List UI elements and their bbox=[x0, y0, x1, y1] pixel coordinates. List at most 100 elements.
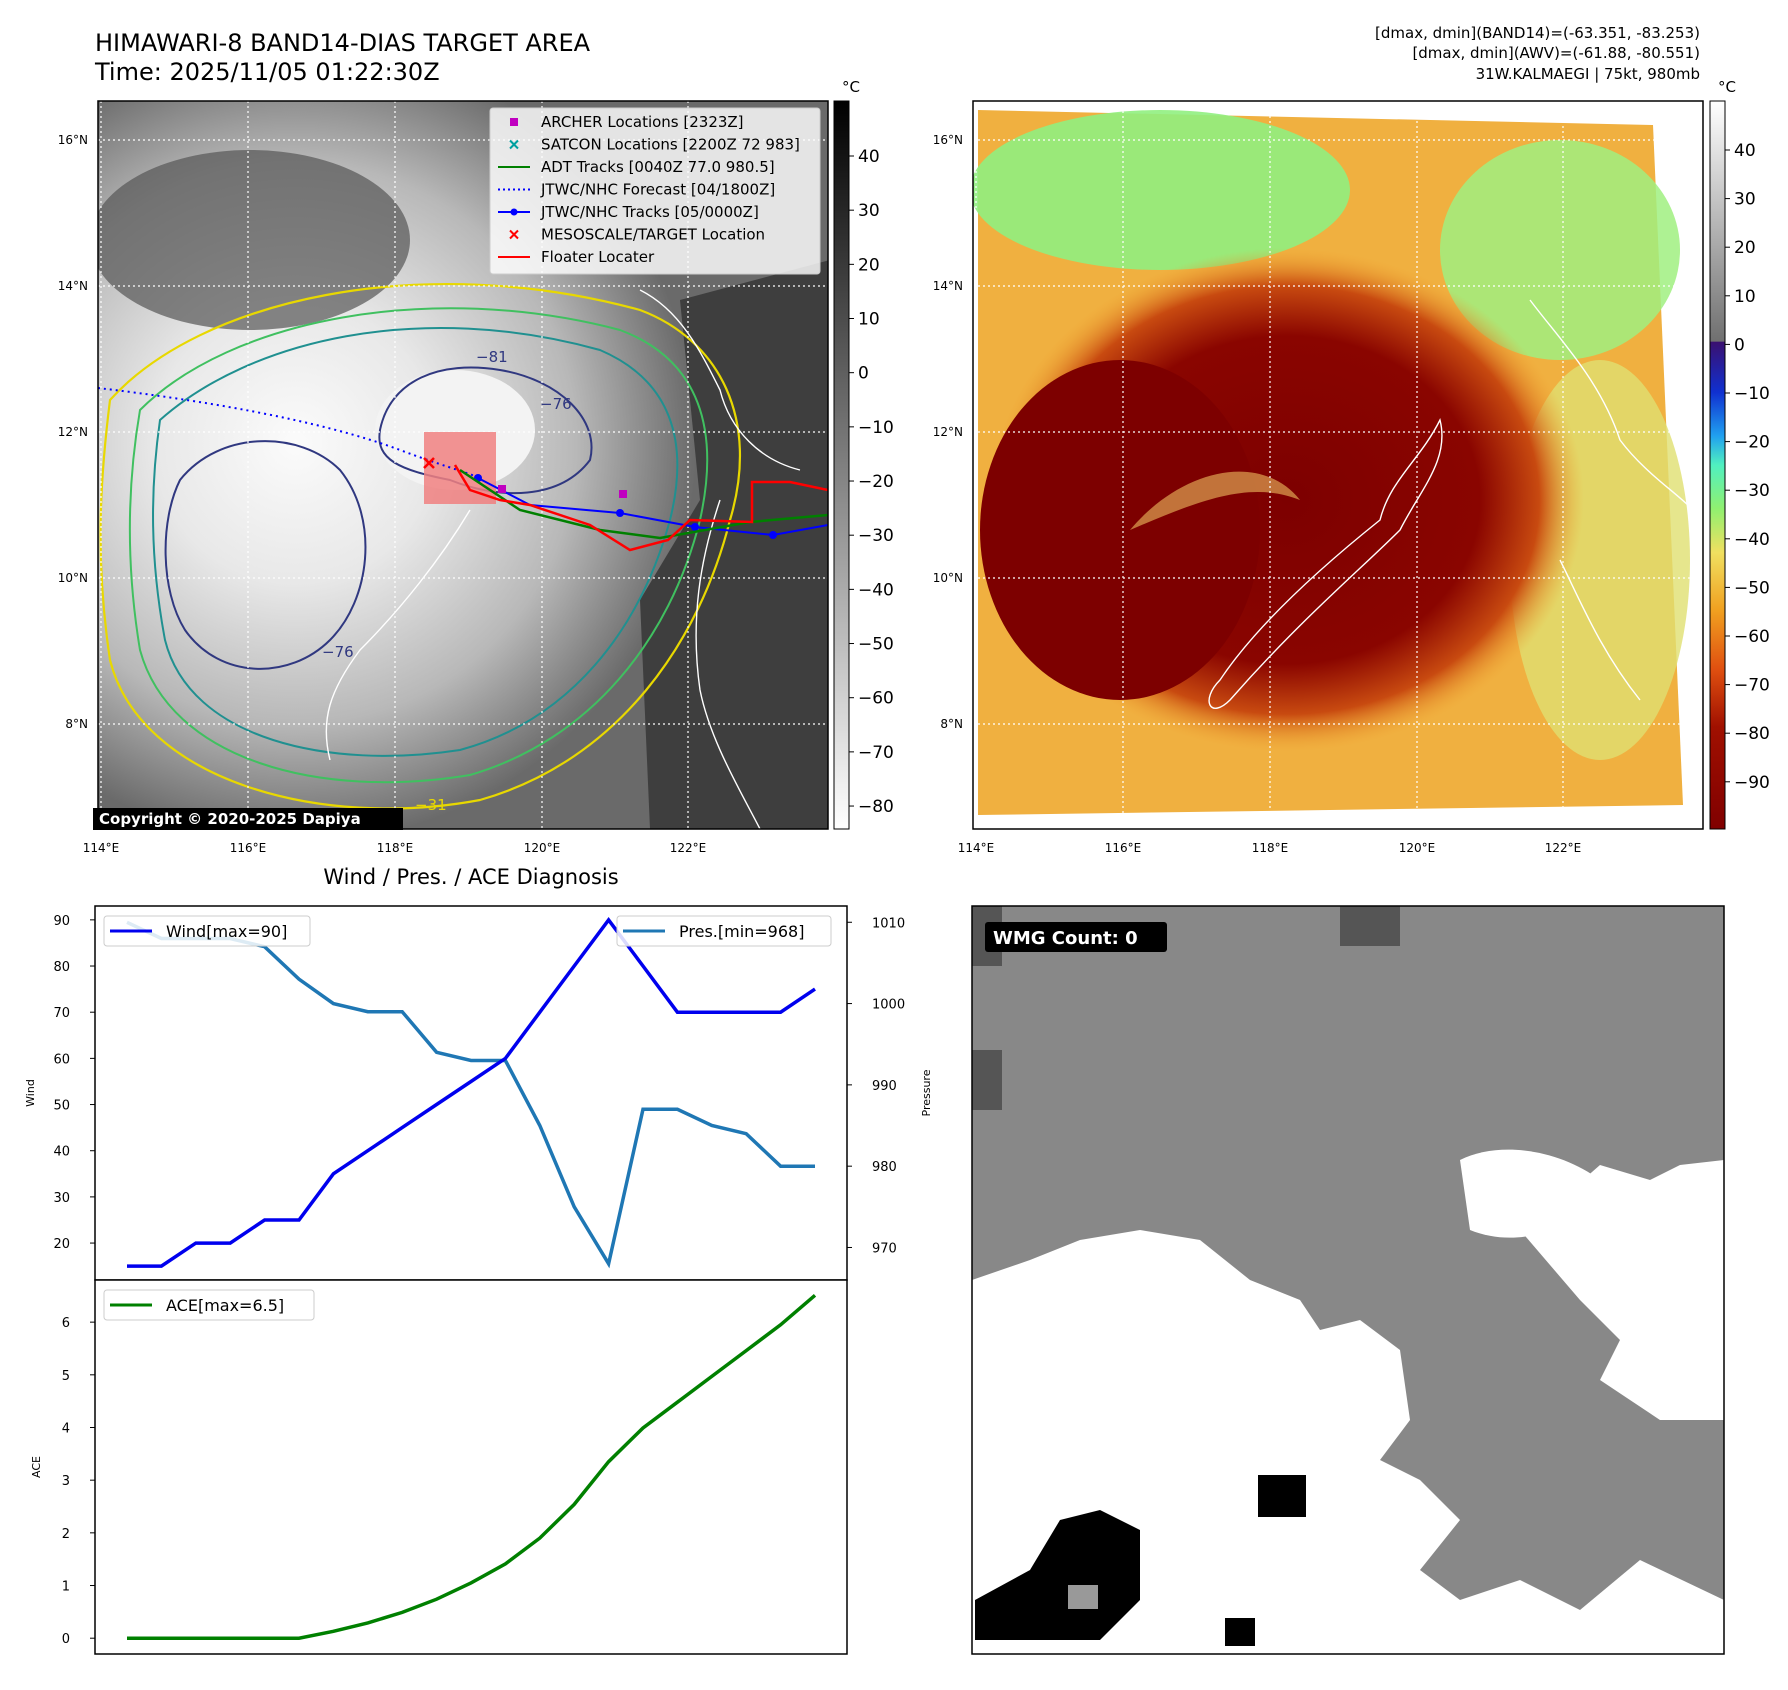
contour-label-76b: −76 bbox=[322, 643, 354, 661]
legend-swatch bbox=[498, 208, 530, 216]
lon-tick-label: 118°E bbox=[1252, 841, 1289, 855]
contours bbox=[99, 283, 742, 810]
wmg-black-patch bbox=[1258, 1475, 1306, 1517]
wmg-black-region bbox=[975, 1510, 1140, 1640]
figure-time: Time: 2025/11/05 01:22:30Z bbox=[94, 58, 440, 86]
lon-tick-label: 120°E bbox=[1399, 841, 1436, 855]
bw-colorbar-tick-label: 40 bbox=[858, 147, 880, 167]
cold-core-west bbox=[980, 360, 1260, 700]
color-colorbar-tick-label: 20 bbox=[1734, 238, 1756, 258]
wmg-gray-cell bbox=[1068, 1585, 1098, 1609]
archer-marker bbox=[619, 490, 627, 498]
lat-tick-label: 10°N bbox=[58, 571, 88, 585]
lon-tick-label: 118°E bbox=[377, 841, 414, 855]
lat-tick-label: 12°N bbox=[933, 425, 963, 439]
bw-colorbar-tick-label: −60 bbox=[858, 689, 894, 709]
wmg-dark-patch bbox=[972, 1050, 1002, 1110]
ace-tick-label: 5 bbox=[62, 1369, 70, 1384]
bw-colorbar-tick-label: −20 bbox=[858, 472, 894, 492]
lon-tick-label: 122°E bbox=[1545, 841, 1582, 855]
wind-ylabel: Wind bbox=[24, 1079, 37, 1107]
wind-tick-label: 60 bbox=[53, 1052, 70, 1067]
wind-tick-label: 20 bbox=[53, 1237, 70, 1252]
wind-tick-label: 30 bbox=[53, 1191, 70, 1206]
ace-chart: 0 1 2 3 4 5 6 ACE ACE[max=6.5] bbox=[30, 1279, 848, 1655]
color-colorbar-tick-label: −90 bbox=[1734, 773, 1770, 793]
color-colorbar-tick-label: −10 bbox=[1734, 384, 1770, 404]
pres-tick-label: 1000 bbox=[872, 998, 905, 1013]
ace-legend: ACE[max=6.5] bbox=[103, 1289, 315, 1321]
lat-tick-label: 10°N bbox=[933, 571, 963, 585]
copyright-box bbox=[93, 808, 403, 830]
legend-label: ARCHER Locations [2323Z] bbox=[541, 113, 744, 131]
lat-tick-label: 14°N bbox=[58, 279, 88, 293]
contour-label-76a: −76 bbox=[540, 395, 572, 413]
lat-tick-label: 8°N bbox=[65, 717, 88, 731]
wind-series-line bbox=[127, 916, 816, 1268]
wind-tick-label: 40 bbox=[53, 1145, 70, 1160]
bw-colorbar-tick-label: 0 bbox=[858, 364, 869, 384]
lat-tick-label: 16°N bbox=[58, 133, 88, 147]
bw-colorbar-tick-label: −70 bbox=[858, 743, 894, 763]
color-colorbar-tick-label: −40 bbox=[1734, 530, 1770, 550]
ir-color-map bbox=[972, 100, 1704, 830]
pres-legend-label: Pres.[min=968] bbox=[679, 922, 804, 941]
lon-tick-label: 122°E bbox=[670, 841, 707, 855]
lon-tick-label: 114°E bbox=[958, 841, 995, 855]
legend-label: SATCON Locations [2200Z 72 983] bbox=[541, 136, 800, 154]
wind-tick-label: 80 bbox=[53, 960, 70, 975]
dark-land-region bbox=[640, 260, 828, 829]
wmg-dark-patch bbox=[1340, 906, 1400, 946]
legend-a: ARCHER Locations [2323Z] SATCON Locations… bbox=[489, 107, 821, 275]
lat-tick-label: 14°N bbox=[933, 279, 963, 293]
bw-colorbar-tick-label: −50 bbox=[858, 635, 894, 655]
wind-legend-label: Wind[max=90] bbox=[166, 922, 287, 941]
lat-tick-label: 12°N bbox=[58, 425, 88, 439]
color-colorbar-tick-label: 40 bbox=[1734, 141, 1756, 161]
color-colorbar: °C 40 30 20 10 0 −10 −20 −30 −40 −50 −60 −70 −80 −90 bbox=[1709, 78, 1770, 830]
map-a-axis-labels: 114°E 116°E 118°E 120°E 122°E 16°N 14°N 12°N 10°… bbox=[58, 133, 707, 855]
adt-track bbox=[459, 468, 828, 540]
floater-track bbox=[453, 464, 828, 552]
pressure-ylabel: Pressure bbox=[920, 1069, 933, 1116]
lat-tick-label: 16°N bbox=[933, 133, 963, 147]
color-colorbar-tick-label: 10 bbox=[1734, 287, 1756, 307]
wind-tick-label: 50 bbox=[53, 1099, 70, 1114]
lon-tick-label: 116°E bbox=[1105, 841, 1142, 855]
color-colorbar-tick-label: −30 bbox=[1734, 481, 1770, 501]
diagnosis-title: Wind / Pres. / ACE Diagnosis bbox=[323, 865, 618, 889]
wmg-count-box bbox=[985, 922, 1167, 952]
wind-tick-label: 70 bbox=[53, 1006, 70, 1021]
wmg-count-label: WMG Count: 0 bbox=[993, 928, 1138, 949]
legend-swatch bbox=[509, 139, 519, 150]
color-colorbar-tick-label: −80 bbox=[1734, 724, 1770, 744]
wmg-clear-patch bbox=[1460, 1149, 1600, 1238]
lat-tick-label: 8°N bbox=[940, 717, 963, 731]
wmg-panel: WMG Count: 0 bbox=[971, 905, 1725, 1655]
contour-label-31: −31 bbox=[415, 796, 447, 814]
jtwc-point bbox=[616, 509, 624, 517]
ace-tick-label: 1 bbox=[62, 1580, 70, 1595]
color-colorbar-tick-label: −60 bbox=[1734, 627, 1770, 647]
map-b-axis-labels: 114°E 116°E 118°E 120°E 122°E 16°N 14°N 12°N 10°… bbox=[933, 133, 1582, 855]
ace-tick-label: 0 bbox=[62, 1632, 70, 1647]
legend-label: ADT Tracks [0040Z 77.0 980.5] bbox=[541, 158, 775, 176]
eye-band bbox=[1130, 471, 1300, 530]
bw-colorbar-unit: °C bbox=[842, 78, 860, 96]
archer-marker bbox=[498, 485, 506, 493]
color-colorbar-tick-label: −70 bbox=[1734, 676, 1770, 696]
legend-label: MESOSCALE/TARGET Location bbox=[541, 226, 765, 244]
contour-label-81: −81 bbox=[476, 348, 508, 366]
figure-title: HIMAWARI-8 BAND14-DIAS TARGET AREA bbox=[95, 29, 591, 57]
legend-label: Floater Locater bbox=[541, 248, 655, 266]
target-area bbox=[424, 432, 496, 504]
lon-tick-label: 114°E bbox=[83, 841, 120, 855]
pres-tick-label: 980 bbox=[872, 1160, 897, 1175]
color-colorbar-tick-label: 30 bbox=[1734, 190, 1756, 210]
ace-legend-label: ACE[max=6.5] bbox=[166, 1296, 284, 1315]
pres-tick-label: 970 bbox=[872, 1241, 897, 1256]
ace-tick-label: 6 bbox=[62, 1316, 70, 1331]
legend-label: JTWC/NHC Tracks [05/0000Z] bbox=[540, 203, 759, 221]
